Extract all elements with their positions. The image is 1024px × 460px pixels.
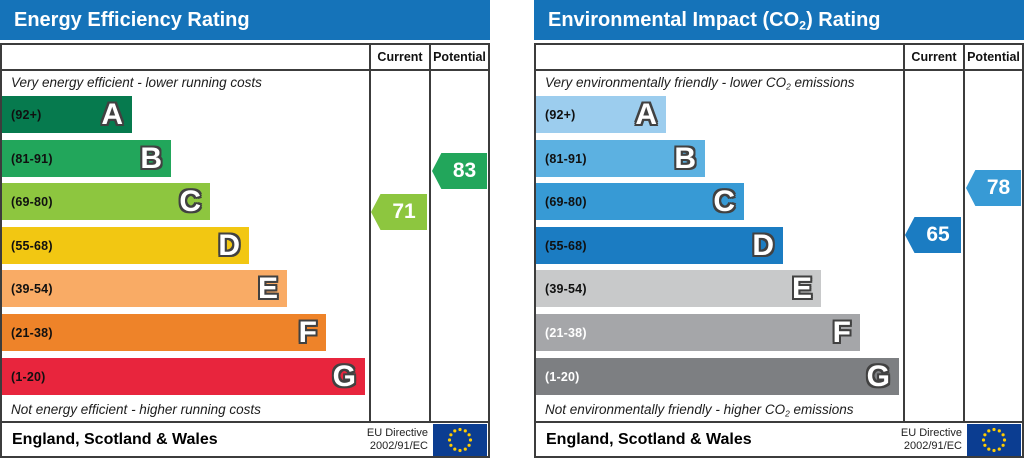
eu-directive-label: EU Directive 2002/91/EC	[366, 426, 428, 452]
band-letter: C	[713, 184, 735, 218]
band-range-label: (69-80)	[545, 194, 587, 209]
header-divider	[536, 69, 1022, 71]
footer: England, Scotland & Wales EU Directive 2…	[536, 421, 1022, 456]
header-divider	[2, 69, 488, 71]
footer-region-label: England, Scotland & Wales	[12, 430, 218, 448]
potential-rating-arrow: 83	[432, 153, 487, 189]
potential-rating-arrow: 78	[966, 170, 1021, 206]
top-caption: Very environmentally friendly - lower CO…	[545, 75, 855, 92]
current-column-header: Current	[377, 50, 423, 64]
potential-rating-value: 83	[452, 159, 477, 182]
band-bar-c: (69-80) C	[536, 183, 744, 220]
band-letter: F	[298, 315, 317, 349]
eu-flag-icon	[433, 423, 487, 456]
current-rating-value: 71	[392, 200, 416, 223]
band-range-label: (92+)	[545, 107, 576, 122]
band-range-label: (1-20)	[11, 369, 46, 384]
band-row-c: (69-80) C	[2, 183, 369, 220]
band-row-e: (39-54) E	[536, 270, 903, 307]
rating-bands: (92+) A (81-91) B (69-80) C	[536, 94, 903, 400]
potential-column-header: Potential	[967, 50, 1020, 64]
eu-flag-icon	[967, 423, 1021, 456]
band-letter: B	[140, 141, 162, 175]
environmental-impact-panel: Environmental Impact (CO2) Rating Curren…	[534, 0, 1024, 458]
rating-bands: (92+) A (81-91) B (69-80) C	[2, 94, 369, 400]
band-row-g: (1-20) G	[536, 358, 903, 395]
band-range-label: (39-54)	[545, 281, 587, 296]
potential-column-header: Potential	[433, 50, 486, 64]
chart-title-bar: Environmental Impact (CO2) Rating	[534, 0, 1024, 40]
top-caption: Very energy efficient - lower running co…	[11, 75, 262, 90]
band-range-label: (69-80)	[11, 194, 53, 209]
current-column-header: Current	[911, 50, 957, 64]
band-bar-b: (81-91) B	[536, 140, 705, 177]
band-range-label: (81-91)	[11, 151, 53, 166]
band-bar-f: (21-38) F	[536, 314, 860, 351]
band-range-label: (81-91)	[545, 151, 587, 166]
band-range-label: (55-68)	[545, 238, 587, 253]
column-divider	[963, 45, 965, 423]
column-divider	[903, 45, 905, 423]
band-bar-g: (1-20) G	[2, 358, 365, 395]
band-bar-a: (92+) A	[536, 96, 666, 133]
band-letter: A	[635, 97, 657, 131]
bottom-caption: Not energy efficient - higher running co…	[11, 402, 261, 417]
band-letter: G	[332, 359, 356, 393]
footer: England, Scotland & Wales EU Directive 2…	[2, 421, 488, 456]
current-rating-value: 65	[926, 223, 950, 246]
current-rating-arrow: 65	[905, 217, 961, 253]
chart-title: Environmental Impact (CO2) Rating	[548, 9, 881, 33]
rating-table: Current Potential Very energy efficient …	[0, 43, 490, 458]
footer-region-label: England, Scotland & Wales	[546, 430, 752, 448]
energy-efficiency-panel: Energy Efficiency Rating Current Potenti…	[0, 0, 490, 458]
band-letter: D	[218, 228, 240, 262]
band-row-b: (81-91) B	[2, 140, 369, 177]
band-letter: E	[791, 271, 812, 305]
current-rating-arrow: 71	[371, 194, 427, 230]
chart-title: Energy Efficiency Rating	[14, 9, 250, 31]
band-letter: F	[832, 315, 851, 349]
rating-table: Current Potential Very environmentally f…	[534, 43, 1024, 458]
band-row-e: (39-54) E	[2, 270, 369, 307]
band-bar-a: (92+) A	[2, 96, 132, 133]
band-row-c: (69-80) C	[536, 183, 903, 220]
band-row-a: (92+) A	[2, 96, 369, 133]
band-letter: A	[101, 97, 123, 131]
band-letter: D	[752, 228, 774, 262]
band-row-f: (21-38) F	[2, 314, 369, 351]
eu-directive-label: EU Directive 2002/91/EC	[900, 426, 962, 452]
band-row-f: (21-38) F	[536, 314, 903, 351]
band-row-a: (92+) A	[536, 96, 903, 133]
band-bar-f: (21-38) F	[2, 314, 326, 351]
column-divider	[429, 45, 431, 423]
band-letter: G	[866, 359, 890, 393]
band-bar-b: (81-91) B	[2, 140, 171, 177]
band-row-g: (1-20) G	[2, 358, 369, 395]
band-letter: C	[179, 184, 201, 218]
band-letter: B	[674, 141, 696, 175]
chart-title-bar: Energy Efficiency Rating	[0, 0, 490, 40]
band-range-label: (92+)	[11, 107, 42, 122]
band-range-label: (39-54)	[11, 281, 53, 296]
band-row-b: (81-91) B	[536, 140, 903, 177]
band-bar-e: (39-54) E	[2, 270, 287, 307]
band-bar-g: (1-20) G	[536, 358, 899, 395]
band-bar-d: (55-68) D	[536, 227, 783, 264]
band-row-d: (55-68) D	[2, 227, 369, 264]
column-divider	[369, 45, 371, 423]
band-bar-c: (69-80) C	[2, 183, 210, 220]
band-range-label: (55-68)	[11, 238, 53, 253]
potential-rating-value: 78	[986, 176, 1011, 199]
band-bar-e: (39-54) E	[536, 270, 821, 307]
band-range-label: (1-20)	[545, 369, 580, 384]
band-range-label: (21-38)	[545, 325, 587, 340]
bottom-caption: Not environmentally friendly - higher CO…	[545, 402, 854, 419]
band-letter: E	[257, 271, 278, 305]
band-bar-d: (55-68) D	[2, 227, 249, 264]
band-row-d: (55-68) D	[536, 227, 903, 264]
band-range-label: (21-38)	[11, 325, 53, 340]
